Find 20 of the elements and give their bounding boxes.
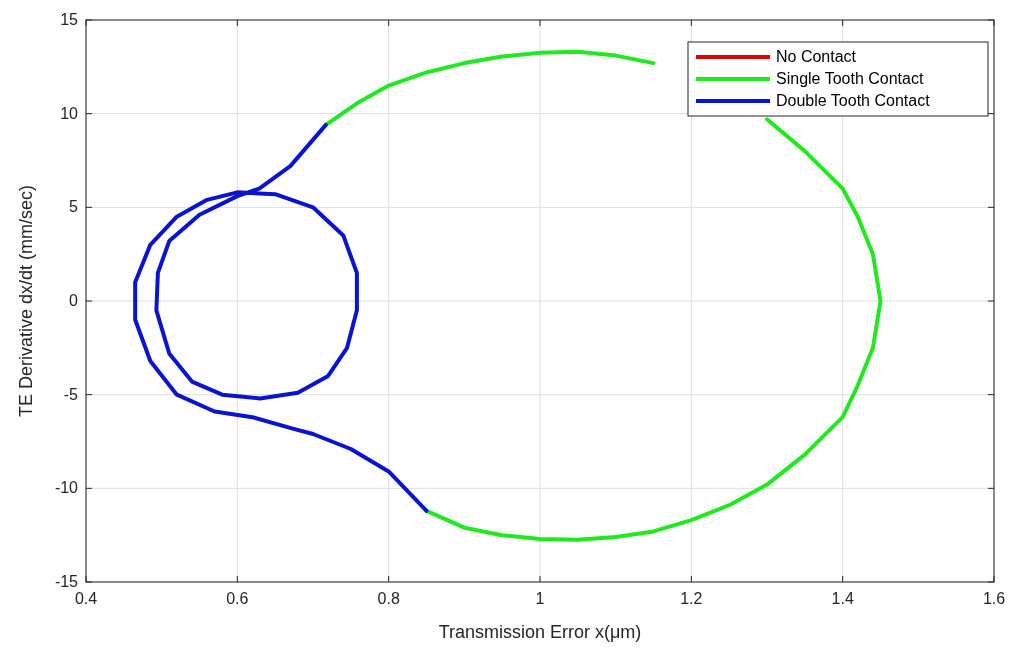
y-tick-label: -15 bbox=[54, 573, 79, 590]
x-tick-label: 1.4 bbox=[831, 590, 854, 607]
y-tick-label: 10 bbox=[60, 104, 79, 122]
x-tick-label: 1 bbox=[535, 590, 545, 607]
x-tick-label: 0.8 bbox=[377, 590, 400, 607]
legend-label: No Contact bbox=[776, 48, 857, 65]
legend-label: Double Tooth Contact bbox=[776, 92, 931, 109]
y-tick-label: 5 bbox=[69, 198, 79, 216]
x-tick-label: 1.2 bbox=[680, 590, 703, 607]
y-tick-label: 0 bbox=[69, 292, 79, 309]
y-tick-label: 15 bbox=[60, 11, 79, 28]
x-axis-title: Transmission Error x(μm) bbox=[438, 622, 642, 642]
y-axis-title: TE Derivative dx/dt (mm/sec) bbox=[16, 184, 36, 418]
y-tick-label: -10 bbox=[54, 479, 79, 497]
line-series bbox=[133, 122, 429, 513]
x-tick-label: 0.4 bbox=[74, 590, 98, 607]
x-tick-label: 1.6 bbox=[982, 590, 1006, 607]
y-tick-label: -5 bbox=[63, 385, 79, 403]
legend-label: Single Tooth Contact bbox=[776, 70, 924, 87]
x-tick-label: 0.6 bbox=[226, 590, 249, 607]
